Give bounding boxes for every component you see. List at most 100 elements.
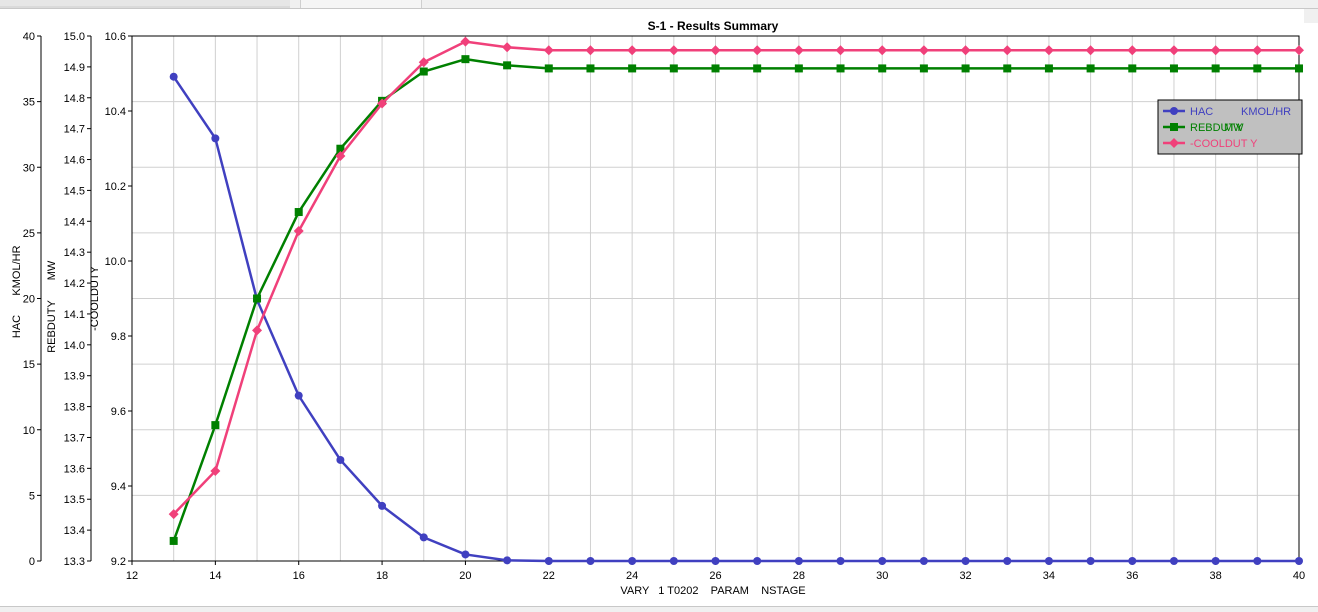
tab-strip-active[interactable]	[300, 0, 422, 8]
data-point-reb	[753, 64, 762, 73]
y-tick-label-cool: 10.2	[105, 181, 126, 193]
data-point-reb	[586, 64, 595, 73]
data-point-cool	[1294, 45, 1304, 56]
data-point-hac	[794, 557, 803, 565]
data-point-cool	[418, 57, 429, 68]
data-point-hac	[1211, 557, 1220, 565]
data-point-hac	[1169, 557, 1178, 565]
data-point-reb	[1211, 64, 1220, 73]
data-point-hac	[294, 391, 303, 400]
data-point-cool	[585, 45, 596, 56]
data-point-cool	[668, 45, 679, 56]
legend-entry-unit: MW	[1224, 122, 1244, 134]
data-point-cool	[168, 509, 179, 520]
data-point-reb	[961, 64, 970, 73]
data-point-hac	[1086, 557, 1095, 565]
y-tick-label-cool: 9.2	[111, 556, 126, 568]
data-point-hac	[336, 455, 345, 464]
chart-title: S-1 - Results Summary	[648, 19, 779, 33]
x-tick-label: 14	[209, 570, 221, 582]
data-point-reb	[169, 536, 178, 545]
y-tick-label-reb: 13.9	[64, 371, 85, 383]
data-point-hac	[586, 557, 595, 565]
y-tick-label-cool: 9.6	[111, 406, 126, 418]
y-tick-label-reb: 14.4	[64, 216, 85, 228]
data-point-reb	[878, 64, 887, 73]
data-point-reb	[1295, 64, 1303, 73]
y-tick-label-reb: 14.8	[64, 93, 85, 105]
series-line-reb	[172, 57, 1299, 542]
x-tick-label: 28	[793, 570, 805, 582]
data-point-cool	[460, 36, 471, 47]
y-axis-label-name-reb: REBDUTY	[46, 300, 58, 353]
series-cool	[168, 36, 1304, 520]
data-point-cool	[543, 45, 554, 56]
data-point-cool	[752, 45, 763, 56]
data-point-cool	[1168, 45, 1179, 56]
data-point-reb	[836, 64, 845, 73]
data-point-hac	[961, 557, 970, 565]
legend-entry-name: -COOLDUT Y	[1190, 138, 1258, 150]
data-point-cool	[1085, 45, 1096, 56]
data-point-cool	[793, 45, 804, 56]
scroll-right-edge[interactable]	[1304, 9, 1318, 23]
y-tick-label-hac: 5	[29, 490, 35, 502]
data-point-reb	[419, 67, 428, 76]
data-point-reb	[919, 64, 928, 73]
y-tick-label-hac: 25	[23, 228, 35, 240]
y-axis-label-name-hac: HAC	[11, 315, 23, 338]
window-top-bar	[0, 0, 1318, 9]
y-axis-label-unit-hac: KMOL/HR	[11, 245, 23, 295]
y-tick-label-reb: 13.3	[64, 556, 85, 568]
y-axis-label-reb: REBDUTY MW	[46, 260, 58, 353]
y-tick-label-reb: 14.3	[64, 247, 85, 259]
y-tick-label-hac: 40	[23, 31, 35, 43]
y-tick-label-hac: 0	[29, 556, 35, 568]
data-point-hac	[211, 134, 220, 143]
y-tick-label-hac: 10	[23, 425, 35, 437]
x-tick-label: 38	[1210, 570, 1222, 582]
data-point-hac	[544, 557, 553, 565]
y-tick-label-reb: 14.2	[64, 278, 85, 290]
x-tick-label: 20	[459, 570, 471, 582]
x-tick-label: 30	[876, 570, 888, 582]
data-point-cool	[1252, 45, 1263, 56]
y-axis-label-name-cool: -COOLDUTY	[89, 265, 101, 330]
data-point-cool	[293, 226, 304, 236]
x-axis-label: VARY 1 T0202 PARAM NSTAGE	[620, 585, 805, 597]
data-point-hac	[919, 557, 928, 565]
data-point-reb	[711, 64, 720, 73]
data-point-reb	[669, 64, 678, 73]
data-point-hac	[1253, 557, 1262, 565]
data-point-reb	[253, 294, 262, 303]
window-bottom-edge	[0, 606, 1318, 612]
data-point-cool	[877, 45, 888, 56]
data-point-reb	[1086, 64, 1095, 73]
legend-swatch-marker	[1169, 138, 1179, 148]
x-tick-label: 26	[709, 570, 721, 582]
data-point-reb	[1169, 64, 1178, 73]
tab-strip[interactable]	[0, 0, 290, 8]
legend-entry-name: REBDUTY	[1190, 122, 1243, 134]
data-point-cool	[377, 98, 388, 109]
data-point-cool	[1002, 45, 1013, 56]
y-tick-label-reb: 14.1	[64, 309, 85, 321]
x-tick-label: 40	[1293, 570, 1305, 582]
data-point-hac	[628, 557, 637, 565]
data-point-hac	[1295, 557, 1303, 565]
y-axis-label-cool: -COOLDUTY	[89, 265, 101, 330]
data-point-hac	[753, 557, 762, 565]
y-tick-label-reb: 14.9	[64, 62, 85, 74]
data-point-hac	[503, 556, 512, 565]
data-point-reb	[1044, 64, 1053, 73]
y-tick-label-cool: 10.0	[105, 256, 126, 268]
data-point-hac	[1128, 557, 1137, 565]
data-point-cool	[502, 42, 513, 53]
data-point-cool	[960, 45, 971, 56]
x-tick-label: 18	[376, 570, 388, 582]
y-tick-label-reb: 14.5	[64, 185, 85, 197]
data-point-hac	[419, 533, 428, 542]
data-point-reb	[1003, 64, 1012, 73]
data-point-cool	[1210, 45, 1221, 56]
